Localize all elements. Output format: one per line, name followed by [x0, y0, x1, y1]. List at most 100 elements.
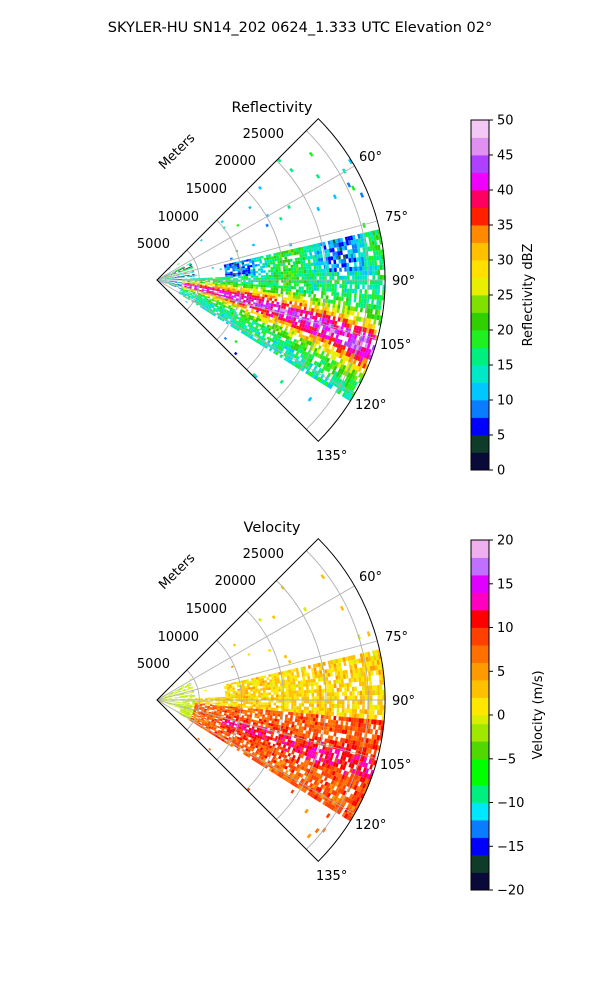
radar-gate — [253, 758, 258, 762]
radar-gate — [346, 332, 350, 338]
radar-gate — [245, 300, 249, 303]
radar-gate — [229, 709, 233, 712]
radar-gate — [163, 275, 167, 277]
radar-gate — [354, 668, 358, 674]
radar-gate — [333, 291, 337, 297]
radar-gate — [335, 802, 340, 808]
radar-gate — [293, 744, 297, 749]
radar-gate — [270, 712, 273, 716]
radar-gate — [278, 770, 283, 775]
radar-gate — [354, 275, 358, 280]
radar-gate — [354, 740, 359, 746]
radar-gate — [287, 775, 292, 780]
radar-gate — [184, 695, 188, 697]
radar-gate — [216, 292, 220, 295]
radar-gate — [233, 696, 236, 699]
radar-gate — [184, 283, 188, 285]
radar-gate — [291, 286, 294, 290]
radar-gate — [301, 270, 304, 274]
radar-gate — [283, 250, 287, 255]
radar-gate — [230, 281, 233, 284]
radar-gate — [205, 701, 208, 703]
radar-gate — [287, 339, 291, 344]
radar-gate — [273, 285, 276, 288]
radar-gate — [209, 284, 213, 287]
radar-gate — [319, 703, 322, 708]
radar-gate — [374, 729, 379, 735]
radar-gate — [225, 275, 228, 277]
radar-gate — [317, 760, 321, 766]
radar-gate — [177, 689, 181, 691]
radar-gate — [329, 280, 332, 284]
radar-gate — [184, 292, 188, 294]
radar-gate — [295, 289, 299, 293]
radar-gate — [261, 742, 266, 746]
radar-gate — [286, 676, 290, 680]
radar-gate — [164, 696, 167, 698]
radar-gate — [313, 763, 317, 768]
radar-gate — [299, 312, 303, 317]
radar-gate — [357, 690, 360, 696]
radar-gate — [184, 286, 187, 288]
radar-gate — [303, 689, 307, 694]
radar-gate — [290, 344, 294, 350]
radar-gate — [329, 769, 334, 775]
radar-gate — [292, 728, 297, 732]
radar-gate — [358, 765, 362, 772]
radar-gate — [258, 282, 261, 285]
radar-gate — [254, 332, 258, 337]
radar-gate — [322, 800, 327, 806]
radar-gate — [343, 341, 348, 347]
radar-gate — [307, 311, 311, 315]
radar-gate — [360, 317, 364, 323]
radar-gate — [304, 324, 308, 329]
radar-gate — [183, 269, 186, 271]
radar-gate — [331, 337, 336, 342]
radar-gate — [192, 712, 196, 715]
radar-gate — [255, 302, 259, 306]
radar-gate — [322, 795, 327, 801]
radar-gate — [351, 800, 356, 806]
radar-gate — [228, 316, 232, 320]
radar-gate — [189, 707, 192, 709]
radar-gate — [276, 274, 279, 278]
radar-gate — [239, 731, 243, 734]
radar-gate — [319, 696, 322, 700]
angle-tick-label: 90° — [392, 274, 415, 289]
radar-gate — [335, 377, 340, 383]
radar-gate — [283, 271, 287, 275]
radar-gate — [186, 713, 190, 716]
radar-gate — [360, 336, 365, 342]
radar-gate — [287, 752, 292, 757]
radar-gate — [334, 728, 338, 733]
radar-gate — [317, 301, 321, 306]
colorbar-tick-label: 10 — [497, 394, 514, 409]
radar-gate — [333, 365, 338, 371]
radar-gate — [348, 660, 352, 666]
radar-gate — [277, 260, 281, 264]
radar-gate — [288, 316, 292, 321]
radar-gate — [294, 311, 298, 316]
radar-gate — [191, 271, 195, 273]
radar-gate — [184, 284, 187, 286]
radar-gate — [233, 281, 236, 284]
radar-gate — [163, 695, 167, 697]
radar-gate — [221, 739, 225, 742]
radar-gate — [358, 677, 362, 682]
radar-gate — [251, 337, 255, 341]
radar-gate — [377, 309, 381, 316]
radar-gate — [173, 285, 177, 287]
radar-gate — [302, 666, 306, 670]
radar-gate — [212, 723, 216, 727]
radar-gate — [313, 747, 318, 752]
radar-gate — [365, 747, 370, 754]
radar-gate — [320, 784, 325, 789]
radar-gate — [220, 701, 223, 703]
radar-gate — [202, 277, 206, 279]
radar-gate — [323, 771, 328, 777]
radar-gate — [191, 295, 194, 298]
radar-gate — [173, 272, 176, 274]
radar-gate — [323, 776, 328, 782]
radar-gate — [183, 708, 186, 710]
radar-gate — [265, 326, 269, 331]
